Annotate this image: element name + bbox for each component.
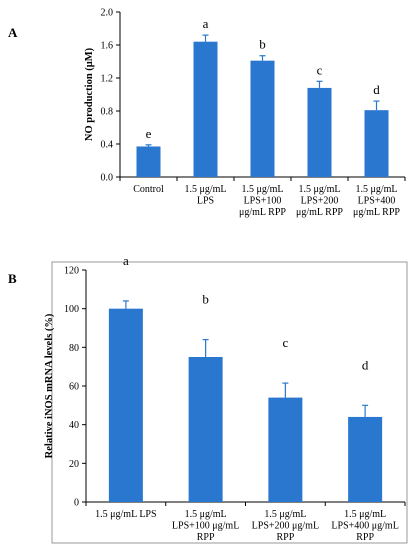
b-category-label: 1.5 μg/mL — [264, 509, 306, 520]
b-significance-letter: d — [362, 357, 369, 372]
a-category-label: LPS — [197, 196, 214, 207]
a-bar — [193, 41, 218, 178]
a-category-label: LPS+400 — [358, 196, 396, 207]
b-category-label: RPP — [197, 532, 215, 543]
a-category-label: μg/mL RPP — [353, 207, 400, 218]
b-y-tick-label: 40 — [69, 420, 79, 431]
b-significance-letter: a — [123, 253, 129, 268]
b-y-tick-label: 120 — [64, 266, 79, 277]
a-category-label: Control — [133, 184, 164, 195]
a-y-axis-label: NO production (μM) — [84, 47, 95, 141]
a-y-tick-label: 0.4 — [101, 140, 114, 151]
b-category-label: RPP — [356, 532, 374, 543]
b-y-tick-label: 20 — [69, 459, 79, 470]
b-category-label: LPS+400 μg/mL — [331, 521, 398, 532]
b-category-label: 1.5 μg/mL — [185, 509, 227, 520]
a-significance-letter: d — [373, 82, 380, 97]
a-y-tick-label: 2.0 — [101, 8, 114, 19]
b-bar — [348, 416, 383, 502]
b-panel-label: B — [8, 271, 17, 286]
a-y-tick-label: 0.0 — [101, 173, 114, 184]
a-bar — [307, 87, 332, 177]
a-panel-label: A — [8, 25, 18, 40]
a-category-label: 1.5 μg/mL — [298, 184, 340, 195]
b-bar — [108, 308, 143, 502]
b-y-tick-label: 100 — [64, 304, 79, 315]
a-category-label: LPS+200 — [301, 196, 339, 207]
a-significance-letter: c — [317, 62, 323, 77]
a-y-tick-label: 0.8 — [101, 107, 114, 118]
panel-b-chart: B 0 20 40 60 80 100 120 Relative iNOS mRNA level… — [8, 253, 406, 543]
b-significance-letter: c — [282, 335, 288, 350]
b-category-label: RPP — [276, 532, 294, 543]
a-category-label: LPS+100 — [244, 196, 282, 207]
a-category-label: μg/mL RPP — [296, 207, 343, 218]
a-significance-letter: a — [203, 16, 209, 31]
a-bar — [364, 110, 389, 177]
b-category-label: LPS+100 μg/mL — [172, 521, 239, 532]
b-y-axis-label: Relative iNOS mRNA levels (%) — [44, 313, 55, 458]
b-bar — [188, 357, 223, 502]
a-category-label: μg/mL RPP — [239, 207, 286, 218]
b-bar — [268, 397, 303, 502]
a-category-label: 1.5 μg/mL — [241, 184, 283, 195]
a-bar — [136, 146, 161, 177]
panel-b-frame — [51, 261, 408, 544]
a-category-label: 1.5 μg/mL — [184, 184, 226, 195]
a-category-label: 1.5 μg/mL — [355, 184, 397, 195]
b-significance-letter: b — [202, 292, 209, 307]
b-y-tick-label: 60 — [69, 382, 79, 393]
b-category-label: 1.5 μg/mL — [344, 509, 386, 520]
a-significance-letter: b — [259, 37, 266, 52]
a-significance-letter: e — [146, 126, 152, 141]
b-category-label: 1.5 μg/mL LPS — [95, 509, 156, 520]
b-y-tick-label: 0 — [74, 498, 79, 509]
b-category-label: LPS+200 μg/mL — [252, 521, 319, 532]
b-y-tick-label: 80 — [69, 343, 79, 354]
panel-a-chart: A 0.0 0.4 0.8 1.2 1.6 2.0 NO production (μM) e Co… — [8, 8, 406, 218]
a-y-tick-label: 1.6 — [101, 41, 114, 52]
a-y-tick-label: 1.2 — [101, 74, 114, 85]
a-bar — [250, 60, 275, 177]
